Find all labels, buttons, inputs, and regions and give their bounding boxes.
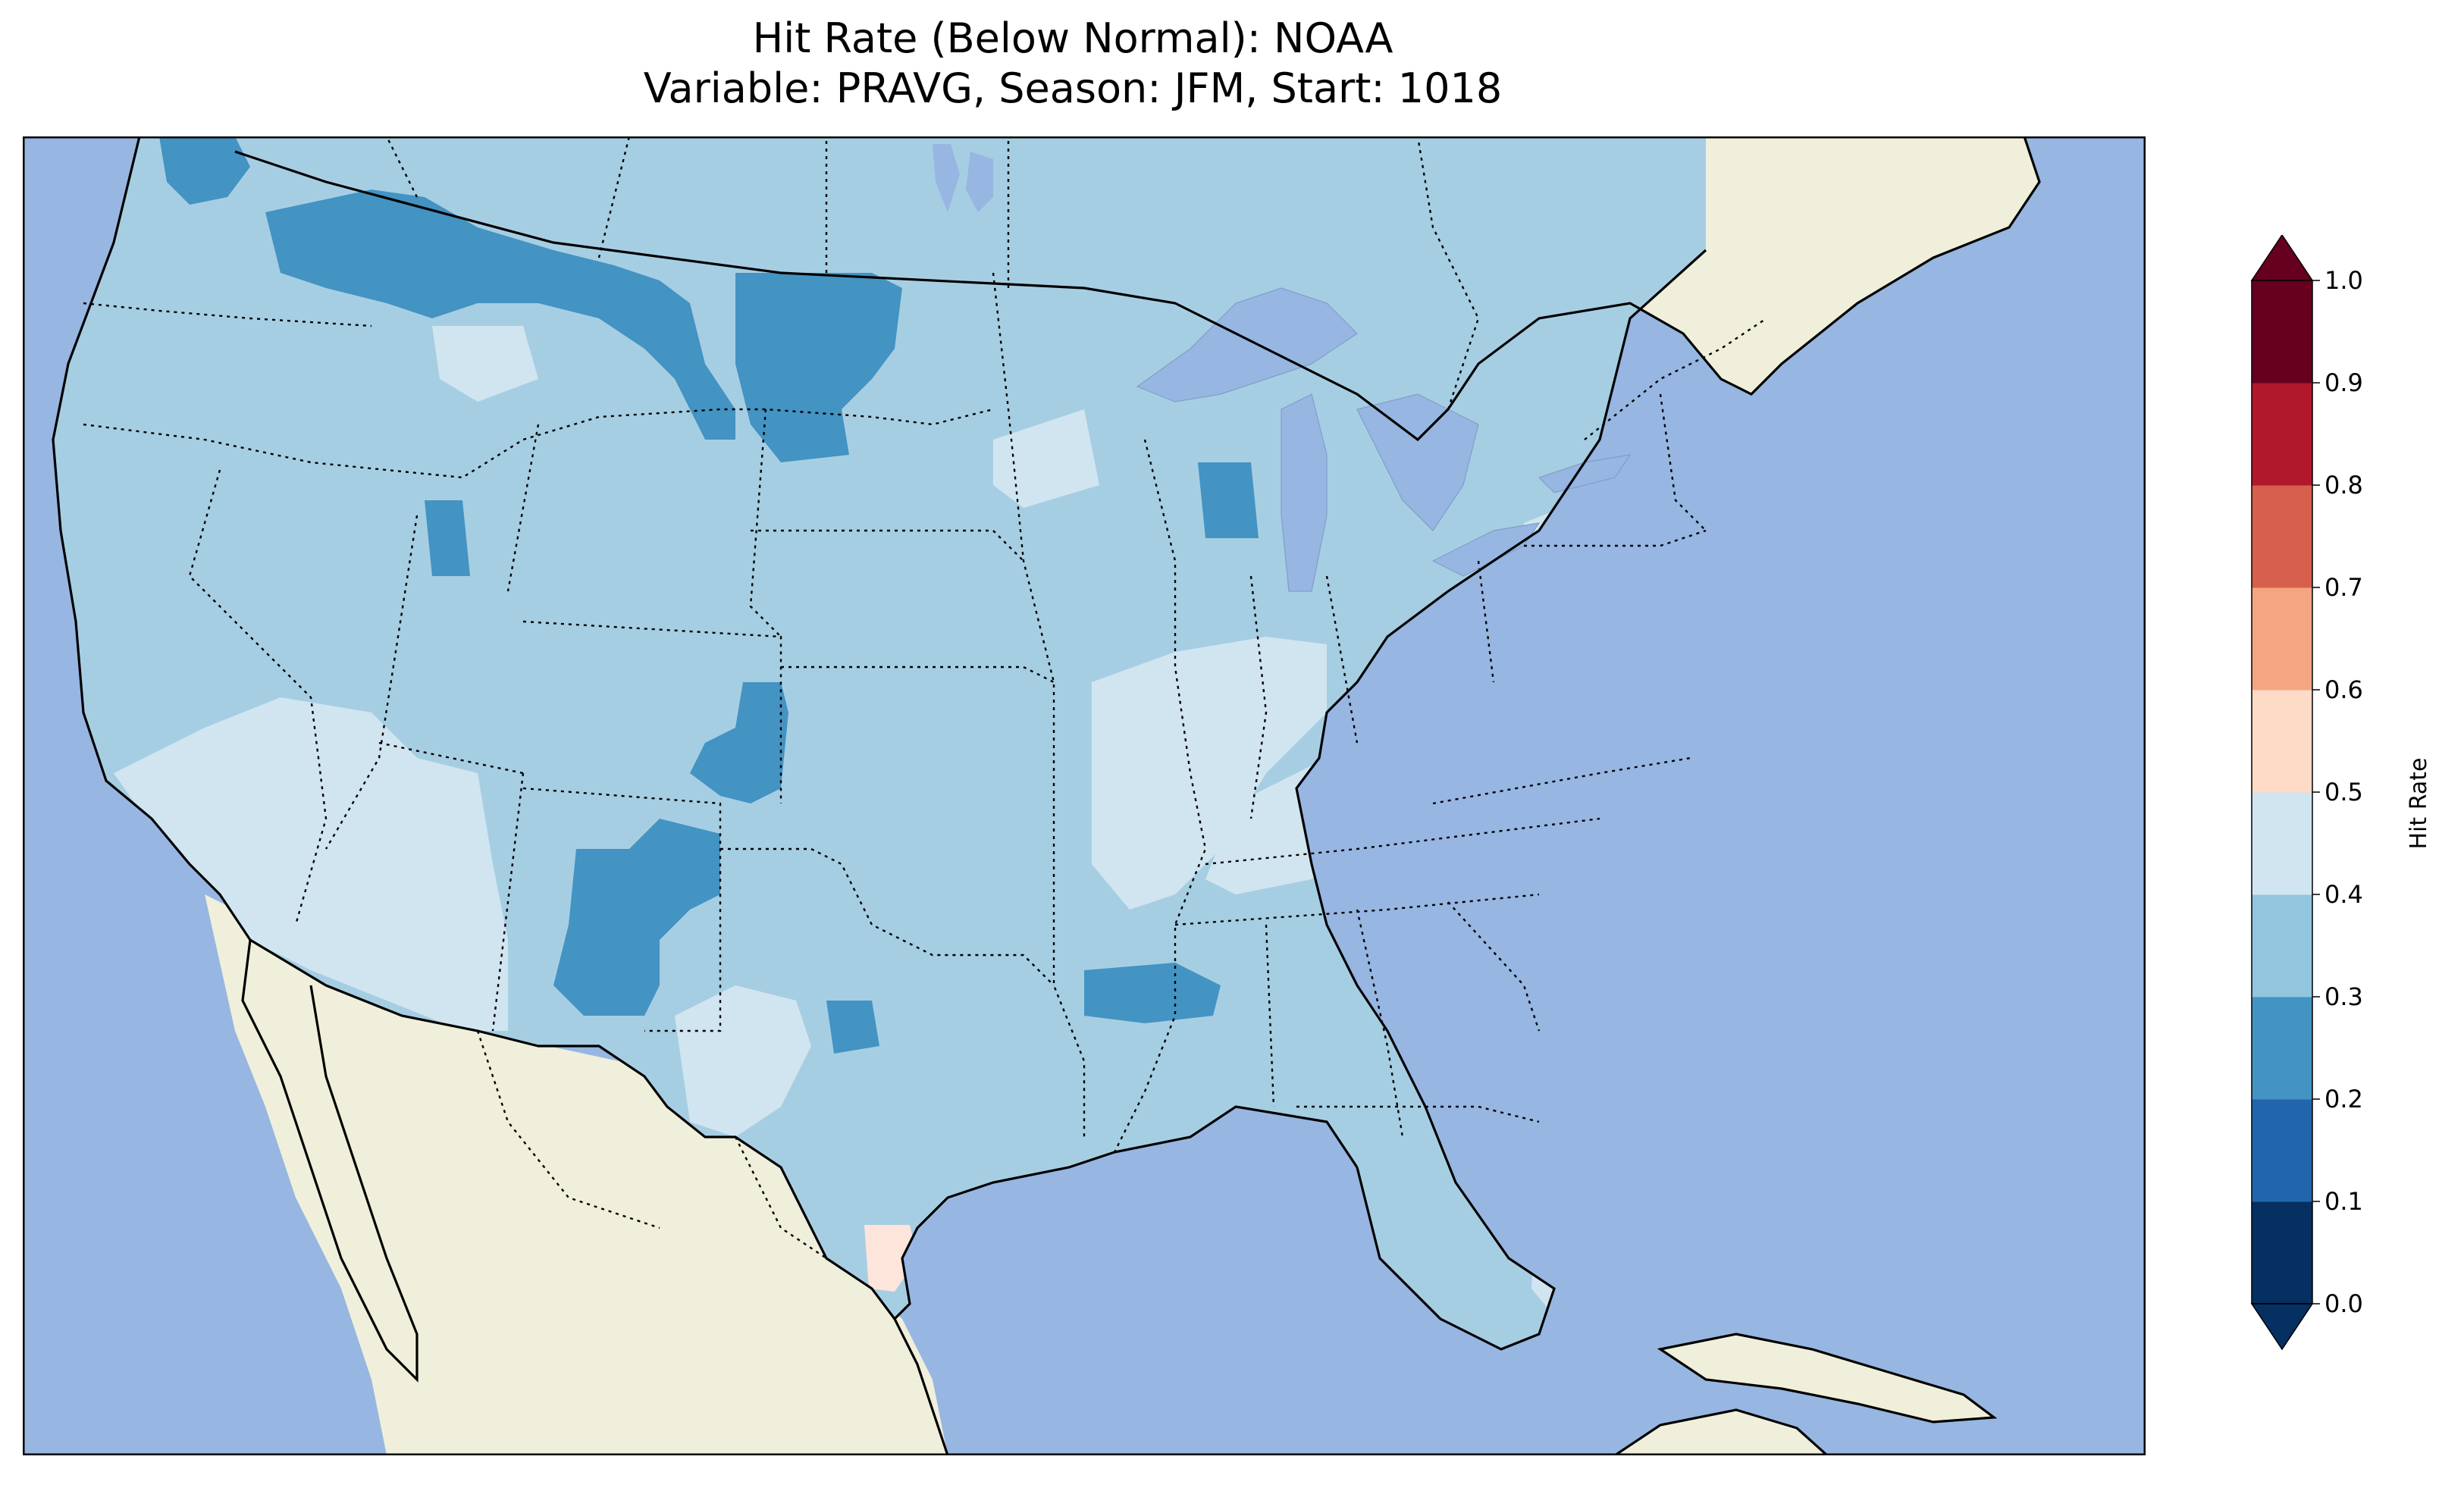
title-line-2: Variable: PRAVG, Season: JFM, Start: 101… xyxy=(643,64,1503,112)
patch-idaho-montana-band xyxy=(265,189,735,440)
boundary-new-england xyxy=(1659,393,1707,531)
colorbar-tick-label: 0.1 xyxy=(2324,1187,2363,1216)
boundary-ca-nv xyxy=(188,469,328,926)
boundary-oh-pa xyxy=(1477,560,1495,683)
patch-new-mexico xyxy=(553,819,720,1016)
colorbar-bin-0.2-0.3 xyxy=(2252,997,2312,1100)
boundary-wy-mt xyxy=(506,424,540,592)
colorbar-label: Hit Rate xyxy=(2406,758,2432,850)
map-panel xyxy=(23,136,2146,1455)
boundary-al-ga xyxy=(1356,909,1404,1138)
colorbar-tick-label: 0.2 xyxy=(2324,1085,2363,1113)
title-line-1: Hit Rate (Below Normal): NOAA xyxy=(752,14,1393,62)
lake-manitoba xyxy=(933,144,960,212)
gulf-coastline xyxy=(893,1105,1359,1455)
boundary-pa-ny xyxy=(1524,529,1707,547)
colorbar-extend-min xyxy=(2250,1303,2314,1351)
boundary-wa-or xyxy=(83,302,372,327)
lake-winnipeg xyxy=(966,152,993,212)
boundary-ky-tn xyxy=(1205,817,1600,866)
coastlines xyxy=(52,136,2041,1455)
map-frame xyxy=(23,136,2146,1455)
patch-illinois-missouri xyxy=(1092,637,1327,910)
patch-southern-wyoming-colorado xyxy=(690,682,788,803)
boundary-co-ks xyxy=(522,620,782,803)
lake-huron xyxy=(1356,393,1479,531)
patch-southern-california-nevada xyxy=(114,697,508,1031)
boundary-ok-tx xyxy=(720,847,1055,986)
boundary-az-nm xyxy=(491,772,525,1032)
colorbar-tick-label: 0.3 xyxy=(2324,982,2363,1011)
baja-peninsula xyxy=(235,940,417,1380)
boundary-nv-ut xyxy=(324,515,419,850)
boundary-va-nc xyxy=(1432,756,1691,805)
south-american-coastline xyxy=(1614,1408,1829,1455)
boundary-ms-valley xyxy=(1113,439,1207,1153)
colorbar-bins xyxy=(2250,235,2314,1351)
patch-montana-north-dakota xyxy=(735,273,902,462)
colorbar-tick-label: 0.5 xyxy=(2324,778,2363,807)
cuba-coastline xyxy=(1657,1333,1998,1424)
boundary-plains-horizontal-2 xyxy=(781,666,1055,684)
patch-east-texas xyxy=(826,1001,879,1054)
patch-west-texas xyxy=(675,985,811,1137)
boundary-us-canada-east xyxy=(1584,318,1767,440)
colorbar-extend-max xyxy=(2250,235,2314,281)
boundary-canada-provinces-5 xyxy=(1416,136,1480,410)
colorbar-bin-0.4-0.5 xyxy=(2252,792,2312,895)
patch-utah-nevada xyxy=(425,500,470,576)
colorbar-bin-0.3-0.4 xyxy=(2252,894,2312,998)
patch-minnesota xyxy=(993,409,1099,508)
patch-northwest-washington xyxy=(159,136,250,205)
colorbar-tick-label: 1.0 xyxy=(2324,266,2363,295)
colorbar-bin-0.6-0.7 xyxy=(2252,587,2312,691)
boundary-ga-sc xyxy=(1447,901,1541,1032)
colorbar-bin-0.8-0.9 xyxy=(2252,383,2312,486)
boundary-ut-az xyxy=(378,741,524,775)
boundary-ms-al xyxy=(1265,924,1275,1107)
great-lakes xyxy=(1136,287,1632,592)
colorbar-bin-0.7-0.8 xyxy=(2252,485,2312,588)
boundary-nm-tx xyxy=(522,787,722,1032)
colorbar-bin-0.9-1.0 xyxy=(2252,280,2312,384)
boundary-ne-sd xyxy=(749,409,782,637)
colorbar-tick-label: 0.0 xyxy=(2324,1289,2363,1318)
boundary-canada-provinces-2 xyxy=(597,136,631,258)
us-canada-border xyxy=(234,136,2041,442)
colorbar-bin-0.1-0.2 xyxy=(2252,1099,2312,1202)
boundary-plains-horizontal-1 xyxy=(751,529,1024,562)
boundary-mexico-states xyxy=(476,1030,660,1229)
colorbar-tick-label: 0.6 xyxy=(2324,675,2363,704)
colorbar-tick-label: 0.9 xyxy=(2324,368,2363,397)
east-coastline xyxy=(1295,249,1707,1351)
patch-arkansas-mississippi xyxy=(1084,963,1221,1023)
boundary-gulf-coast-states xyxy=(1296,1105,1540,1123)
colorbar-ticks: 0.0 0.1 0.2 0.3 0.4 0.5 0.6 0.7 0.8 0.9 1.0 xyxy=(2312,266,2363,1318)
boundary-west-northern-tier xyxy=(83,408,994,479)
boundary-il-in xyxy=(1249,575,1268,819)
lake-ontario xyxy=(1538,454,1632,493)
boundary-tn-south xyxy=(1174,893,1540,926)
patch-wisconsin xyxy=(1198,462,1259,538)
colorbar-bin-0.0-0.1 xyxy=(2252,1201,2312,1305)
lake-michigan xyxy=(1281,393,1328,592)
colorbar-tick-label: 0.4 xyxy=(2324,880,2363,909)
figure-title: Hit Rate (Below Normal): NOAA Variable: … xyxy=(0,14,2146,114)
patch-wyoming xyxy=(432,326,538,402)
colorbar-tick-label: 0.7 xyxy=(2324,573,2363,602)
cuba xyxy=(1660,1334,1994,1422)
baja-coastline xyxy=(241,939,419,1383)
boundary-in-oh xyxy=(1325,575,1359,744)
west-coastline xyxy=(52,136,252,941)
colorbar: 0.0 0.1 0.2 0.3 0.4 0.5 0.6 0.7 0.8 0.9 1.0 Hit Ra… xyxy=(2250,235,2432,1351)
us-mexico-border xyxy=(249,938,896,1320)
lake-superior xyxy=(1136,287,1358,402)
colorbar-tick-label: 0.8 xyxy=(2324,471,2363,500)
colorbar-bin-0.5-0.6 xyxy=(2252,690,2312,793)
canadian-lakes xyxy=(933,144,993,212)
